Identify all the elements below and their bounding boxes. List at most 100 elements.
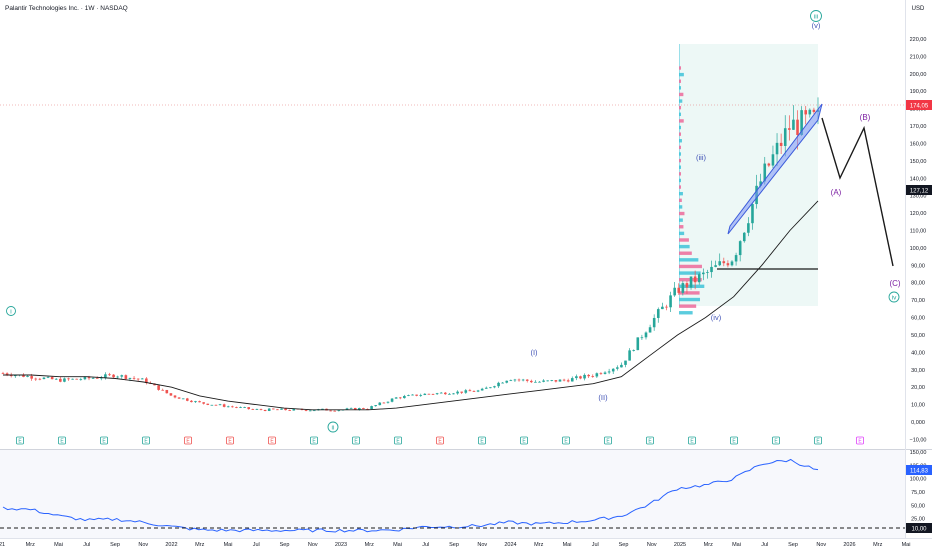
svg-text:127,12: 127,12: [910, 189, 929, 195]
time-tick-label: Mrz: [26, 542, 35, 548]
candle-body: [87, 376, 91, 379]
candle-body: [546, 380, 549, 382]
wave-label-iv: iv: [888, 291, 900, 303]
price-tick-label: 80,00: [911, 281, 925, 287]
wave-label-A: (A): [831, 188, 842, 197]
volume-profile-bar: [679, 158, 681, 163]
time-tick-label: 2024: [504, 542, 516, 548]
earnings-marker[interactable]: E: [856, 436, 864, 445]
candle-body: [251, 409, 255, 410]
candle-body: [525, 379, 529, 381]
earnings-marker[interactable]: E: [100, 436, 108, 445]
price-tick-label: 90,00: [911, 263, 925, 269]
candle-body: [640, 337, 644, 339]
svg-text:E: E: [732, 439, 736, 445]
candle-body: [165, 390, 169, 394]
time-tick-label: Jul: [83, 542, 90, 548]
candle-body: [718, 261, 722, 266]
earnings-marker[interactable]: E: [646, 436, 654, 445]
candle-body: [59, 378, 62, 382]
oscillator-tick-label: 150,00: [910, 450, 927, 456]
candle-body: [509, 380, 513, 382]
earnings-marker[interactable]: E: [310, 436, 318, 445]
wave-label-ii: ii: [327, 421, 339, 433]
earnings-marker[interactable]: E: [16, 436, 24, 445]
candle-body: [292, 408, 296, 411]
svg-text:E: E: [60, 439, 64, 445]
earnings-marker[interactable]: E: [814, 436, 822, 445]
earnings-marker[interactable]: E: [268, 436, 276, 445]
candle-body: [239, 407, 242, 408]
svg-text:iii: iii: [814, 14, 818, 21]
candle-body: [157, 385, 160, 390]
earnings-marker[interactable]: E: [772, 436, 780, 445]
time-tick-label: 2022: [165, 542, 177, 548]
candle-body: [747, 223, 750, 233]
price-tick-label: 140,00: [910, 176, 927, 182]
candle-body: [358, 408, 361, 410]
earnings-marker[interactable]: E: [226, 436, 234, 445]
volume-profile-bar: [679, 99, 683, 103]
candle-body: [489, 387, 492, 389]
earnings-marker[interactable]: E: [142, 436, 150, 445]
earnings-marker[interactable]: E: [730, 436, 738, 445]
candle-body: [75, 378, 79, 380]
earnings-marker[interactable]: E: [58, 436, 66, 445]
volume-profile-bar: [679, 125, 681, 130]
candle-body: [304, 410, 308, 411]
earnings-marker[interactable]: E: [478, 436, 486, 445]
candle-body: [710, 266, 713, 273]
time-tick-label: Sep: [110, 542, 120, 548]
earnings-marker[interactable]: E: [688, 436, 696, 445]
candle-body: [202, 402, 205, 404]
volume-profile-bar: [679, 152, 681, 156]
volume-profile-bar: [679, 297, 700, 302]
earnings-marker[interactable]: E: [436, 436, 444, 445]
candle-body: [669, 295, 672, 308]
volume-profile-bar: [679, 172, 681, 176]
time-tick-label: Mai: [732, 542, 741, 548]
earnings-marker[interactable]: E: [562, 436, 570, 445]
candle-body: [312, 410, 316, 412]
candle-body: [681, 283, 685, 293]
candle-body: [644, 332, 648, 338]
price-tick-label: 200,00: [910, 72, 927, 78]
candle-body: [767, 163, 771, 166]
svg-text:E: E: [522, 439, 526, 445]
time-tick-label: 2025: [674, 542, 686, 548]
earnings-marker[interactable]: E: [394, 436, 402, 445]
price-tick-label: 150,00: [910, 159, 927, 165]
wave-label-v-sub: (v): [812, 21, 821, 30]
time-tick-label: Sep: [280, 542, 290, 548]
earnings-marker[interactable]: E: [604, 436, 612, 445]
volume-profile-bar: [679, 244, 690, 249]
candle-body: [235, 407, 238, 408]
oscillator-baseline-badge: 10,00: [906, 523, 932, 533]
wave-label-C: (C): [889, 279, 900, 288]
candle-body: [583, 374, 586, 379]
svg-text:E: E: [816, 439, 820, 445]
candle-body: [714, 265, 717, 267]
candle-body: [783, 128, 787, 146]
candle-body: [370, 406, 373, 410]
moving-average-line: [3, 200, 819, 411]
last-price-badge: 174,05: [906, 100, 932, 110]
volume-profile-bar: [679, 291, 700, 295]
earnings-marker[interactable]: E: [184, 436, 192, 445]
candle-body: [173, 395, 177, 398]
candle-body: [255, 409, 259, 410]
time-tick-label: Nov: [308, 542, 318, 548]
candle-body: [190, 400, 193, 403]
candle-body: [185, 398, 189, 401]
candle-body: [411, 394, 414, 396]
candle-body: [198, 401, 201, 403]
time-tick-label: Mrz: [195, 542, 204, 548]
candle-body: [403, 395, 406, 399]
candle-body: [648, 327, 652, 333]
time-tick-label: Jul: [592, 542, 599, 548]
earnings-marker[interactable]: E: [520, 436, 528, 445]
svg-text:ii: ii: [332, 425, 335, 432]
earnings-marker[interactable]: E: [352, 436, 360, 445]
